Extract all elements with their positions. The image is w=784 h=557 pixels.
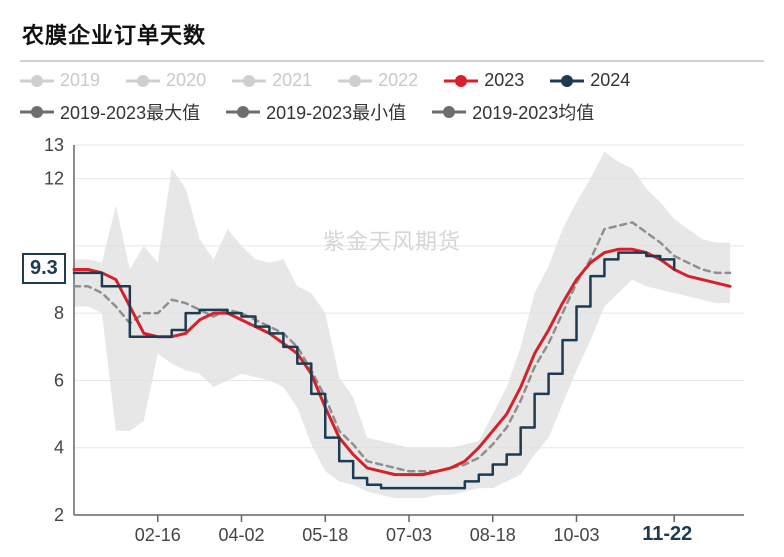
legend-label: 2020 (166, 70, 206, 91)
chart-container: 农膜企业订单天数 2019 2020 2021 2022 2023 2024 2019-20… (0, 0, 784, 557)
legend-label: 2022 (378, 70, 418, 91)
legend-item: 2024 (550, 70, 630, 91)
svg-text:02-16: 02-16 (135, 525, 181, 545)
legend: 2019 2020 2021 2022 2023 2024 2019-2023最大值 2019… (20, 60, 764, 125)
chart-svg: 2 4 6 8 12 13 02-16 04-02 05-18 07-03 08-18 10-03 (20, 135, 764, 555)
svg-text:08-18: 08-18 (470, 525, 516, 545)
legend-label: 2019 (60, 70, 100, 91)
legend-item: 2023 (444, 70, 524, 91)
svg-text:12: 12 (44, 169, 64, 189)
svg-text:2: 2 (54, 505, 64, 525)
legend-label: 2019-2023均值 (472, 99, 594, 125)
legend-item: 2019 (20, 70, 100, 91)
svg-text:13: 13 (44, 135, 64, 155)
legend-item: 2019-2023最小值 (226, 99, 406, 125)
legend-swatch (338, 75, 372, 87)
legend-label: 2019-2023最大值 (60, 99, 200, 125)
legend-swatch (126, 75, 160, 87)
y-highlight-value: 9.3 (22, 253, 66, 284)
legend-swatch (226, 106, 260, 118)
svg-text:04-02: 04-02 (218, 525, 264, 545)
legend-label: 2019-2023最小值 (266, 99, 406, 125)
legend-label: 2023 (484, 70, 524, 91)
legend-swatch (432, 106, 466, 118)
legend-swatch (444, 75, 478, 87)
svg-text:05-18: 05-18 (302, 525, 348, 545)
legend-swatch (232, 75, 266, 87)
legend-swatch (550, 75, 584, 87)
legend-item: 2021 (232, 70, 312, 91)
legend-item: 2019-2023最大值 (20, 99, 200, 125)
legend-item: 2020 (126, 70, 206, 91)
svg-text:4: 4 (54, 438, 64, 458)
legend-swatch (20, 106, 54, 118)
chart-title: 农膜企业订单天数 (22, 18, 764, 50)
svg-text:10-03: 10-03 (553, 525, 599, 545)
svg-text:6: 6 (54, 370, 64, 390)
legend-label: 2021 (272, 70, 312, 91)
svg-text:8: 8 (54, 303, 64, 323)
legend-item: 2022 (338, 70, 418, 91)
x-highlight-label: 11-22 (642, 523, 692, 546)
legend-item: 2019-2023均值 (432, 99, 594, 125)
chart-area: 9.3 紫金天风期货 2468121302-1604-0205-1807-030… (20, 135, 764, 555)
svg-text:07-03: 07-03 (386, 525, 432, 545)
legend-swatch (20, 75, 54, 87)
legend-label: 2024 (590, 70, 630, 91)
